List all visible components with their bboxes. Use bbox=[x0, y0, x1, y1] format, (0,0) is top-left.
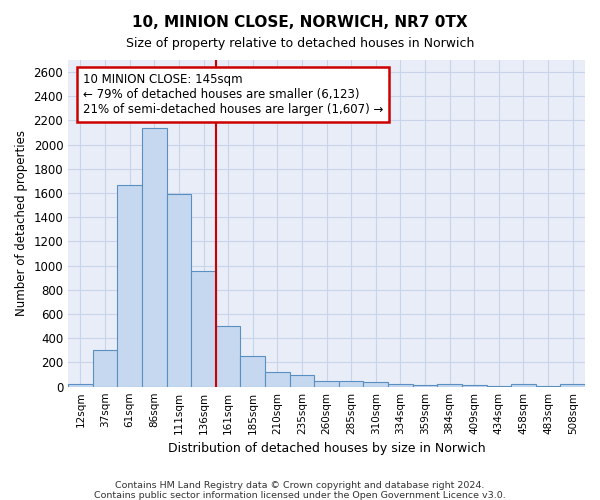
Text: Size of property relative to detached houses in Norwich: Size of property relative to detached ho… bbox=[126, 38, 474, 51]
Text: 10, MINION CLOSE, NORWICH, NR7 0TX: 10, MINION CLOSE, NORWICH, NR7 0TX bbox=[132, 15, 468, 30]
Bar bbox=[437, 384, 462, 386]
Bar bbox=[462, 385, 487, 386]
Bar bbox=[364, 382, 388, 386]
X-axis label: Distribution of detached houses by size in Norwich: Distribution of detached houses by size … bbox=[168, 442, 485, 455]
Y-axis label: Number of detached properties: Number of detached properties bbox=[15, 130, 28, 316]
Bar bbox=[413, 385, 437, 386]
Bar bbox=[339, 381, 364, 386]
Bar bbox=[290, 374, 314, 386]
Bar bbox=[191, 270, 216, 386]
Bar bbox=[93, 350, 118, 386]
Text: 10 MINION CLOSE: 145sqm
← 79% of detached houses are smaller (6,123)
21% of semi: 10 MINION CLOSE: 145sqm ← 79% of detache… bbox=[83, 74, 383, 116]
Bar bbox=[511, 384, 536, 386]
Bar bbox=[68, 384, 93, 386]
Bar bbox=[118, 184, 142, 386]
Bar bbox=[216, 326, 241, 386]
Text: Contains HM Land Registry data © Crown copyright and database right 2024.: Contains HM Land Registry data © Crown c… bbox=[115, 480, 485, 490]
Bar bbox=[241, 356, 265, 386]
Bar bbox=[560, 384, 585, 386]
Bar bbox=[314, 380, 339, 386]
Bar bbox=[388, 384, 413, 386]
Bar bbox=[142, 128, 167, 386]
Bar bbox=[265, 372, 290, 386]
Bar bbox=[167, 194, 191, 386]
Text: Contains public sector information licensed under the Open Government Licence v3: Contains public sector information licen… bbox=[94, 490, 506, 500]
